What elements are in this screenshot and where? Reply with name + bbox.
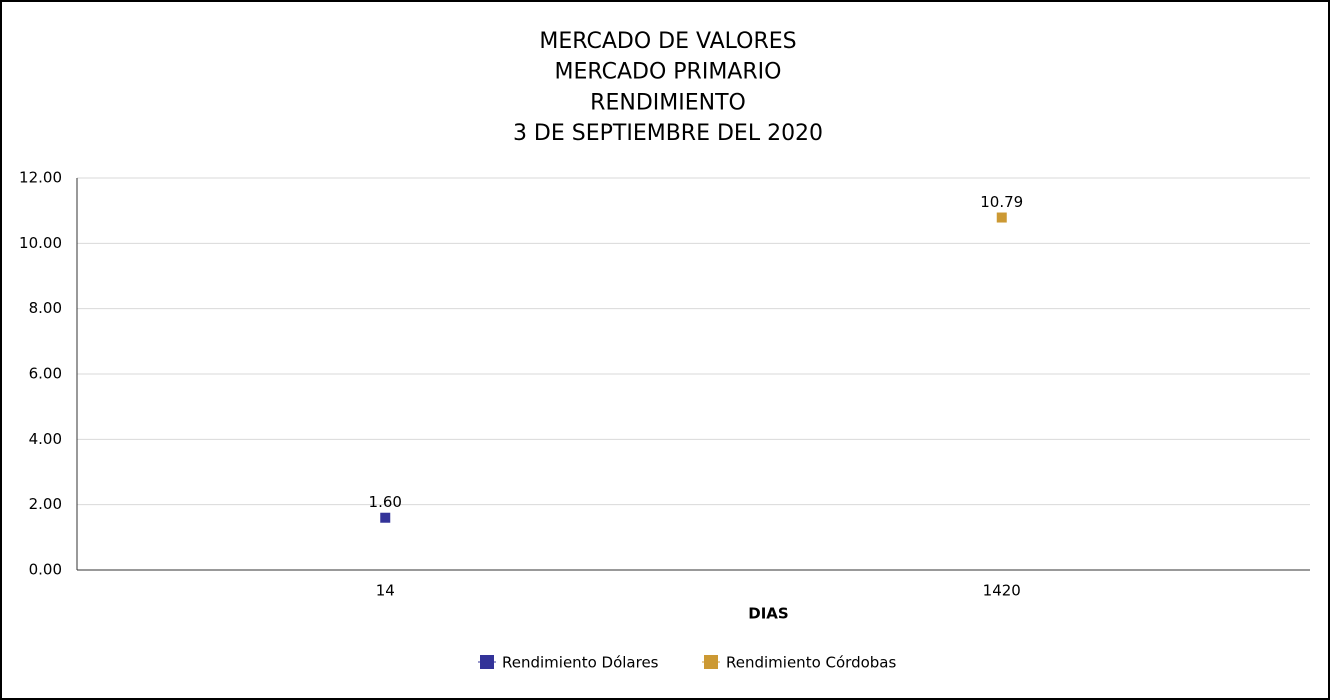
y-tick-label: 0.00: [29, 561, 62, 579]
chart-title: 3 DE SEPTIEMBRE DEL 2020: [513, 121, 823, 146]
y-tick-label: 10.00: [19, 234, 62, 252]
y-tick-label: 8.00: [29, 299, 62, 317]
x-axis-label: DIAS: [748, 605, 788, 623]
y-tick-label: 4.00: [29, 430, 62, 448]
chart-title: MERCADO DE VALORES: [539, 29, 796, 54]
point: [996, 212, 1007, 223]
data-label: 1.60: [369, 493, 402, 511]
y-tick-label: 12.00: [19, 169, 62, 187]
legend-label: Rendimiento Córdobas: [726, 654, 896, 672]
legend-label: Rendimiento Dólares: [502, 654, 659, 672]
chart-title: MERCADO PRIMARIO: [555, 60, 782, 85]
y-tick-label: 6.00: [29, 365, 62, 383]
legend-marker: [704, 655, 718, 669]
chart-title: RENDIMIENTO: [590, 90, 746, 115]
legend-marker: [480, 655, 494, 669]
point: [380, 512, 391, 523]
y-tick-label: 2.00: [29, 495, 62, 513]
data-label: 10.79: [980, 193, 1023, 211]
x-tick-label: 14: [376, 582, 395, 600]
x-tick-label: 1420: [983, 582, 1021, 600]
